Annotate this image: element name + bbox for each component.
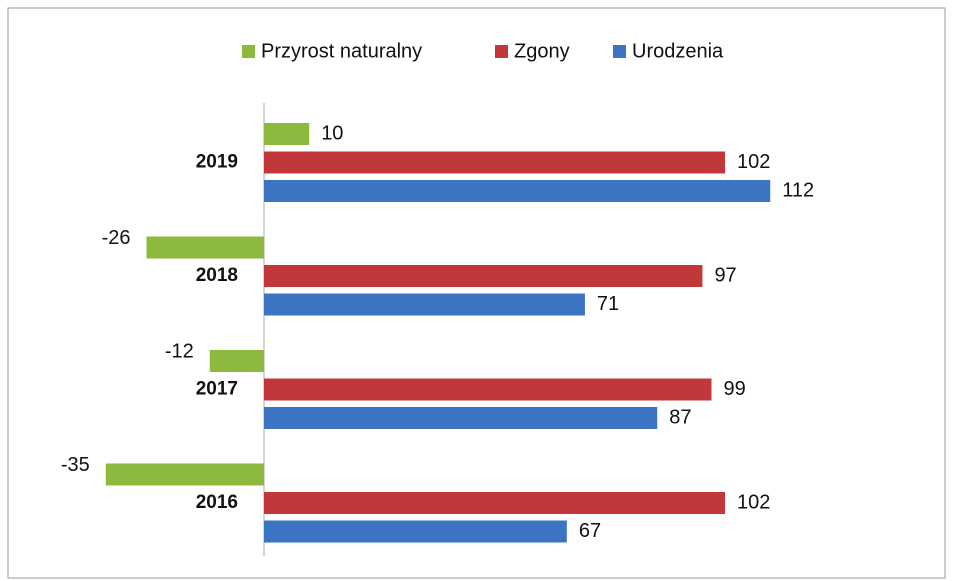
legend-label: Przyrost naturalny (261, 40, 422, 62)
legend-swatch (613, 45, 626, 58)
legend-label: Zgony (514, 40, 570, 62)
value-label: 71 (597, 293, 619, 315)
value-label: 112 (782, 179, 814, 201)
bar (264, 180, 771, 202)
value-label: 99 (723, 378, 745, 400)
category-label: 2018 (196, 265, 238, 286)
value-label: 10 (321, 122, 343, 144)
value-label: 97 (714, 264, 736, 286)
bar (264, 407, 658, 429)
bar (264, 265, 703, 287)
bar (264, 520, 567, 543)
bar (264, 293, 585, 316)
category-label: 2019 (196, 152, 238, 173)
bar (264, 378, 712, 401)
bar (146, 236, 264, 259)
value-label: 102 (737, 151, 770, 173)
value-label: 87 (669, 406, 691, 428)
legend-label: Urodzenia (632, 40, 724, 62)
bar (264, 492, 726, 514)
bar (264, 151, 726, 174)
value-label: 67 (579, 520, 601, 542)
bar (264, 123, 310, 145)
value-label: -12 (165, 340, 194, 362)
bar (105, 463, 264, 486)
value-label: -26 (102, 227, 131, 249)
category-label: 2017 (196, 379, 238, 400)
category-label: 2016 (196, 492, 238, 513)
legend-swatch (495, 45, 508, 58)
value-label: -35 (61, 454, 90, 476)
value-label: 102 (737, 491, 770, 513)
bar (209, 350, 264, 372)
legend-swatch (242, 45, 255, 58)
